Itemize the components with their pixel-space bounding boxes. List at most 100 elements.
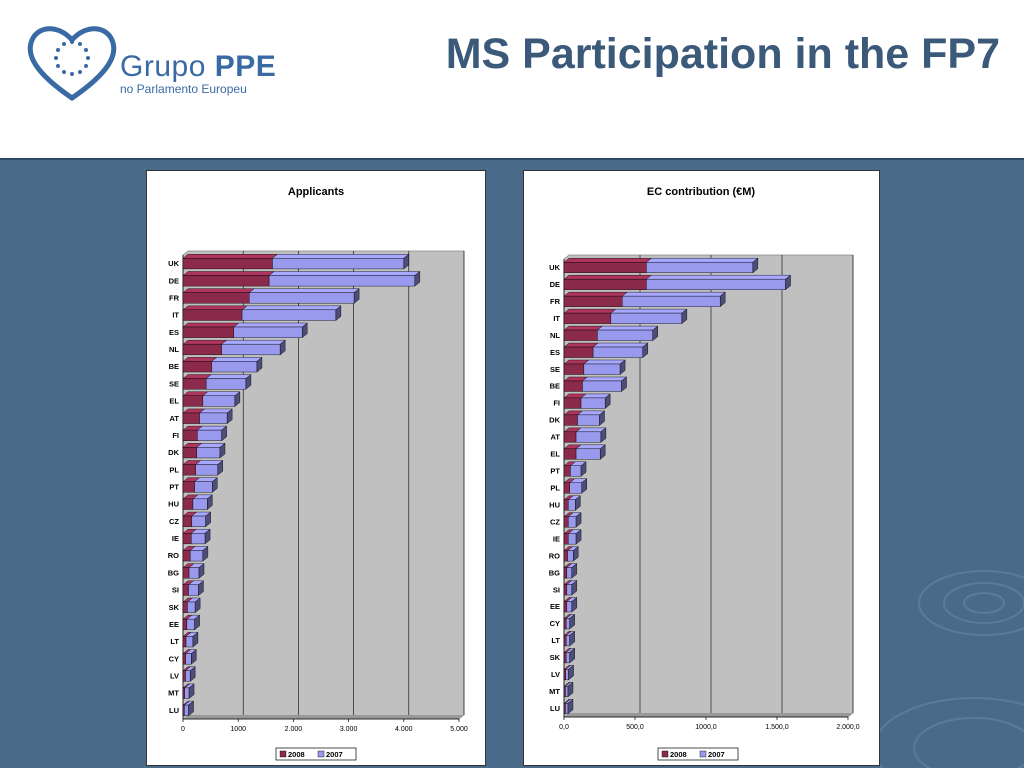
bar-2008 [563,380,583,392]
bar-2007 [249,292,355,304]
bar-2007 [566,567,573,579]
bar-2008 [563,312,612,324]
bar-2007 [191,515,206,527]
category-label: FR [169,293,180,302]
category-label: SE [550,365,560,374]
logo-name-part2: PPE [214,50,277,83]
bar-2007-side [302,322,308,339]
category-label: EE [169,620,179,629]
plot-area [182,250,465,720]
bar-2007-side [191,649,197,665]
bar-2008 [182,550,191,562]
bar-2008-top [182,339,228,345]
bar-2007-top [233,322,308,328]
bar-2007 [565,635,570,647]
bar-2007-side [569,614,575,630]
category-label: PL [169,465,179,474]
plot-floor [183,715,464,719]
bar-2007-side [188,683,195,699]
bar-2007-side [642,342,649,358]
bar-2008 [182,326,234,338]
bar-2007 [184,704,189,716]
bar-2007 [582,380,622,392]
category-label: FI [553,399,560,408]
bar-2008 [563,363,585,375]
category-label: FR [550,297,561,306]
bar-2007 [580,397,606,409]
bar-2008 [563,652,567,664]
bar-2008 [182,704,185,716]
bar-2008 [182,618,188,631]
bar-2008 [182,515,193,527]
x-tick-label: 5.000 [450,726,468,733]
bar-2007-side [205,511,211,528]
bar-2007-top [581,376,628,382]
bar-2008 [182,481,195,493]
legend-swatch-2007 [699,750,707,758]
bar-2007 [202,395,236,407]
bar-2008-top [182,271,275,276]
bar-2008 [182,584,189,596]
bar-2008-top [563,274,652,280]
bar-2008 [182,653,186,665]
bar-2008 [563,262,647,273]
bar-2008 [563,584,568,596]
bar-2007 [569,482,582,494]
bar-2007-side [575,529,582,545]
bar-2007 [186,618,195,631]
bar-2007 [575,431,602,443]
legend-swatch-2008 [661,750,669,758]
bar-2007 [567,550,574,562]
bar-2008 [563,295,623,307]
bar-2008 [563,397,582,409]
category-label: PT [169,483,179,492]
bar-2007 [241,309,337,321]
bar-2007-side [571,563,578,579]
category-label: CY [169,654,179,663]
chart-legend: 2008 2007 [275,747,357,761]
bar-2007 [187,601,196,613]
bar-2007 [583,363,621,375]
bar-2007-side [226,408,233,425]
category-label: SI [553,585,560,594]
bar-2007-side [600,427,607,443]
bar-2008 [563,567,568,579]
bar-2007-side [652,325,658,342]
bar-2007-side [188,700,194,717]
bar-2007 [568,516,577,528]
bar-2008 [182,309,243,321]
bar-2008 [182,343,222,356]
bar-2008-top [182,322,240,328]
category-label: CZ [550,517,560,526]
bar-2007-top [268,271,421,276]
bar-2007-side [580,461,587,477]
bar-2007-side [569,647,575,664]
x-tick-label: 1000,0 [695,724,717,731]
bar-2007 [194,481,213,493]
applicants-chart: Applicants 0 1000 2.000 3.000 4.000 5.000 UK DE F… [146,170,486,766]
bar-2007 [185,636,194,648]
logo-name-part1: Grupo [120,50,215,83]
bar-2007-side [403,253,409,270]
category-label: SE [169,379,179,388]
bar-2007-side [207,494,213,510]
bar-2007 [197,429,222,441]
bar-2008 [182,636,187,648]
category-label: PL [550,484,560,493]
bar-2007-side [567,698,574,715]
bar-2008 [182,464,196,476]
bar-2008-top [182,305,248,311]
category-label: UK [549,263,560,272]
bar-2007-top [211,357,263,362]
bar-2007 [233,326,303,338]
category-label: PT [550,467,560,476]
bar-2007 [272,258,405,270]
category-label: LT [170,637,179,646]
category-label: IE [553,534,560,543]
bar-2007 [592,346,644,358]
bar-2007-side [204,528,211,545]
category-label: LU [169,706,179,715]
bar-2007-top [645,258,759,263]
bar-2007-side [621,376,627,392]
x-tick-label: 2.000,0 [836,724,859,731]
